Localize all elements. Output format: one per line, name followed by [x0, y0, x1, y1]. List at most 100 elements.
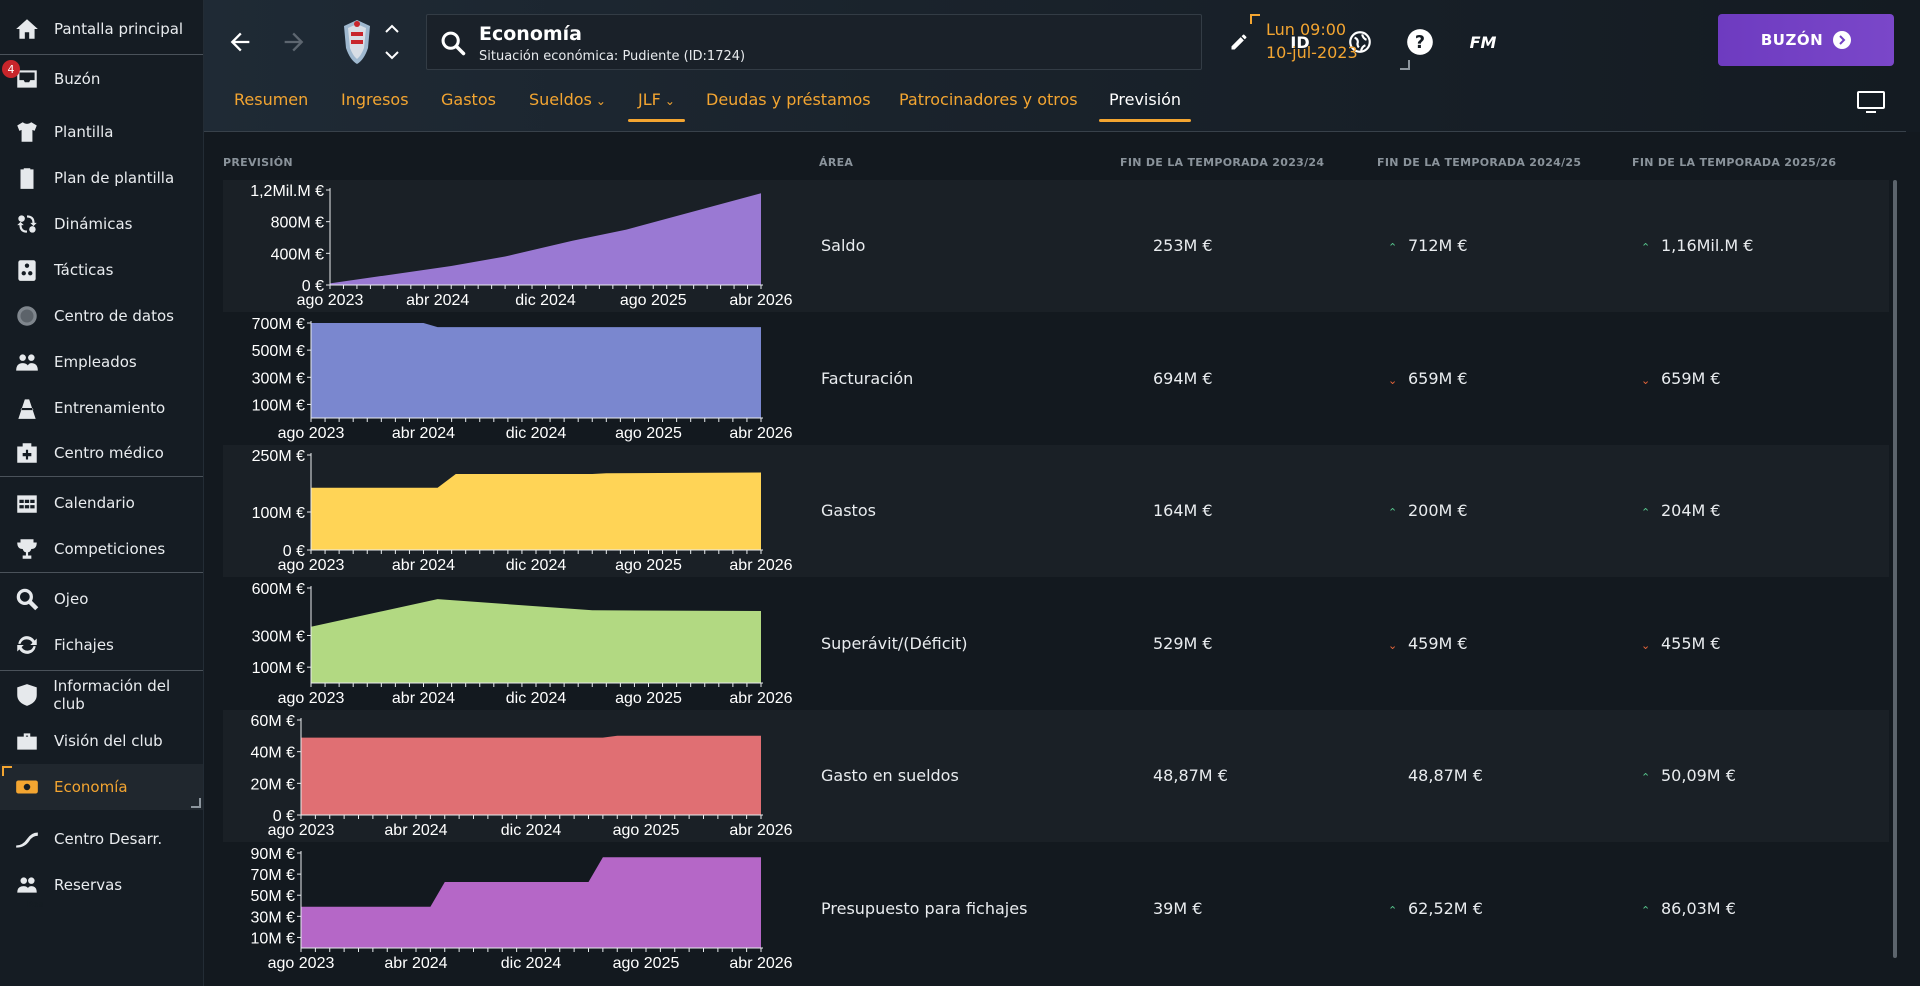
sidebar-item-centro-de-datos[interactable]: Centro de datos: [0, 293, 203, 339]
tab-prevision[interactable]: Previsión: [1098, 90, 1192, 122]
vertical-scrollbar[interactable]: [1893, 180, 1897, 958]
x-tick-label: abr 2024: [384, 822, 447, 839]
trophy-icon: [12, 534, 42, 564]
x-tick-label: ago 2023: [278, 690, 345, 707]
club-info-icon: [12, 680, 41, 710]
chevron-down-icon: ⌄: [595, 94, 606, 108]
date-display[interactable]: Lun 09:00 10-jul-2023: [1250, 14, 1412, 70]
area-series: [301, 857, 761, 948]
arrow-right-icon: [284, 32, 304, 52]
sidebar-item-centro-desarr[interactable]: Centro Desarr.: [0, 816, 203, 862]
y-tick-label: 600M €: [252, 581, 305, 598]
current-time: Lun 09:00: [1266, 20, 1347, 39]
season-value: 62,52M €: [1408, 899, 1483, 918]
sidebar-item-calendario[interactable]: Calendario: [0, 480, 203, 526]
tab-resumen[interactable]: Resumen: [234, 90, 309, 109]
col-header-forecast[interactable]: PREVISIÓN: [223, 156, 293, 169]
edit-button[interactable]: [1224, 26, 1254, 58]
forward-button[interactable]: [276, 22, 312, 62]
col-header-area[interactable]: ÁREA: [819, 156, 854, 169]
globe-icon: [1349, 31, 1371, 53]
tab-jlf[interactable]: JLF ⌄: [628, 90, 685, 122]
trend-up-icon: ⌃: [1388, 904, 1398, 917]
help-button[interactable]: ?: [1404, 26, 1436, 58]
search-box[interactable]: Economía Situación económica: Pudiente (…: [426, 14, 1202, 70]
club-crest-icon[interactable]: [340, 18, 374, 66]
y-tick-label: 0 €: [283, 543, 305, 560]
y-tick-label: 60M €: [251, 713, 296, 730]
tab-gastos[interactable]: Gastos: [441, 90, 496, 109]
x-tick-label: abr 2026: [729, 690, 792, 707]
sidebar-item-pantalla-principal[interactable]: Pantalla principal: [0, 6, 203, 52]
season-value-cell: 39M €: [1153, 899, 1202, 918]
sidebar-item-dinamicas[interactable]: Dinámicas: [0, 201, 203, 247]
sidebar-item-reservas[interactable]: Res Reservas: [0, 862, 203, 909]
x-tick-label: abr 2024: [392, 425, 455, 442]
y-tick-label: 0 €: [302, 278, 324, 295]
sidebar-item-tacticas[interactable]: Tácticas: [0, 247, 203, 293]
y-tick-label: 10M €: [251, 930, 296, 947]
sidebar-item-empleados[interactable]: Empleados: [0, 339, 203, 385]
x-tick-label: dic 2024: [506, 557, 567, 574]
table-row[interactable]: 0 € 100M € 250M € ago 2023 abr 2024 dic 2024 a…: [223, 445, 1889, 578]
sidebar-item-entrenamiento[interactable]: Entrenamiento: [0, 385, 203, 431]
monitor-icon[interactable]: [1856, 90, 1886, 114]
col-header-season-2023-24[interactable]: FIN DE LA TEMPORADA 2023/24: [1120, 156, 1325, 169]
tab-deudas-y-prestamos[interactable]: Deudas y préstamos: [706, 90, 871, 109]
sidebar-item-plan-de-plantilla[interactable]: Plan de plantilla: [0, 155, 203, 201]
back-button[interactable]: [222, 22, 258, 62]
season-value-cell: ⌄ 659M €: [1388, 369, 1468, 388]
sidebar-item-fichajes[interactable]: Fichajes: [0, 622, 203, 668]
sidebar-item-ojeo[interactable]: Ojeo: [0, 576, 203, 622]
season-value-cell: 694M €: [1153, 369, 1213, 388]
table-row[interactable]: 0 € 20M € 40M € 60M € ago 2023 abr 2024 dic 20…: [223, 710, 1889, 843]
x-tick-label: ago 2025: [613, 822, 680, 839]
sidebar-item-buzon[interactable]: Buzón 4: [0, 56, 203, 102]
data-center-icon: [12, 301, 42, 331]
page-title: Economía: [479, 23, 583, 45]
fm-button[interactable]: FM: [1469, 32, 1497, 52]
sidebar-divider: [0, 476, 203, 477]
shirt-icon: [12, 117, 42, 147]
pencil-icon: [1231, 34, 1247, 50]
sidebar-item-competiciones[interactable]: Competiciones: [0, 526, 203, 572]
x-tick-label: dic 2024: [515, 292, 576, 309]
world-button[interactable]: [1344, 26, 1376, 58]
tab-sueldos[interactable]: Sueldos ⌄: [529, 90, 606, 109]
sidebar-item-vision-del-club[interactable]: Visión del club: [0, 718, 203, 764]
table-row[interactable]: 0 € 400M € 800M € 1,2Mil.M € ago 2023 abr 202…: [223, 180, 1889, 312]
tab-ingresos[interactable]: Ingresos: [341, 90, 409, 109]
chevron-up-icon[interactable]: [385, 24, 399, 34]
tactics-icon: [12, 255, 42, 285]
season-value-cell: 529M €: [1153, 634, 1213, 653]
chevron-down-icon[interactable]: [385, 50, 399, 60]
finances-icon: [12, 772, 42, 802]
sidebar-item-label: Calendario: [54, 494, 135, 512]
trend-up-icon: ⌃: [1641, 771, 1651, 785]
sidebar-item-label: Empleados: [54, 353, 137, 371]
sidebar-item-plantilla[interactable]: Plantilla: [0, 109, 203, 155]
continue-inbox-button[interactable]: BUZÓN: [1718, 14, 1894, 66]
col-header-season-2024-25[interactable]: FIN DE LA TEMPORADA 2024/25: [1377, 156, 1582, 169]
trend-down-icon: ⌄: [1388, 638, 1398, 652]
table-row[interactable]: 10M € 30M € 50M € 70M € 90M € ago 2023 abr 202…: [223, 843, 1889, 975]
x-tick-label: dic 2024: [506, 690, 567, 707]
table-row[interactable]: 100M € 300M € 600M € ago 2023 abr 2024 dic 20…: [223, 578, 1889, 710]
header-divider: [204, 131, 1906, 132]
sidebar-item-label: Pantalla principal: [54, 20, 184, 38]
id-button[interactable]: ID: [1290, 32, 1310, 52]
sidebar-item-informacion-del-club[interactable]: Información del club: [0, 672, 203, 718]
table-row[interactable]: 100M € 300M € 500M € 700M € ago 2023 abr 2024…: [223, 313, 1889, 445]
x-tick-label: ago 2023: [278, 425, 345, 442]
sidebar-item-label: Plan de plantilla: [54, 169, 175, 187]
sidebar-item-economia[interactable]: Economía: [0, 764, 203, 810]
sidebar-item-centro-medico[interactable]: Centro médico: [0, 430, 203, 476]
trend-up-icon: ⌃: [1388, 506, 1398, 520]
area-label: Facturación: [821, 368, 914, 388]
season-value-cell: ⌃ 1,16Mil.M €: [1641, 236, 1753, 255]
col-header-season-2025-26[interactable]: FIN DE LA TEMPORADA 2025/26: [1632, 156, 1837, 169]
sidebar-divider: [0, 572, 203, 573]
forecast-area-chart: 100M € 300M € 600M € ago 2023 abr 2024 dic 20…: [252, 581, 793, 707]
club-switcher[interactable]: [382, 24, 402, 60]
tab-patrocinadores-y-otros[interactable]: Patrocinadores y otros: [899, 90, 1078, 109]
